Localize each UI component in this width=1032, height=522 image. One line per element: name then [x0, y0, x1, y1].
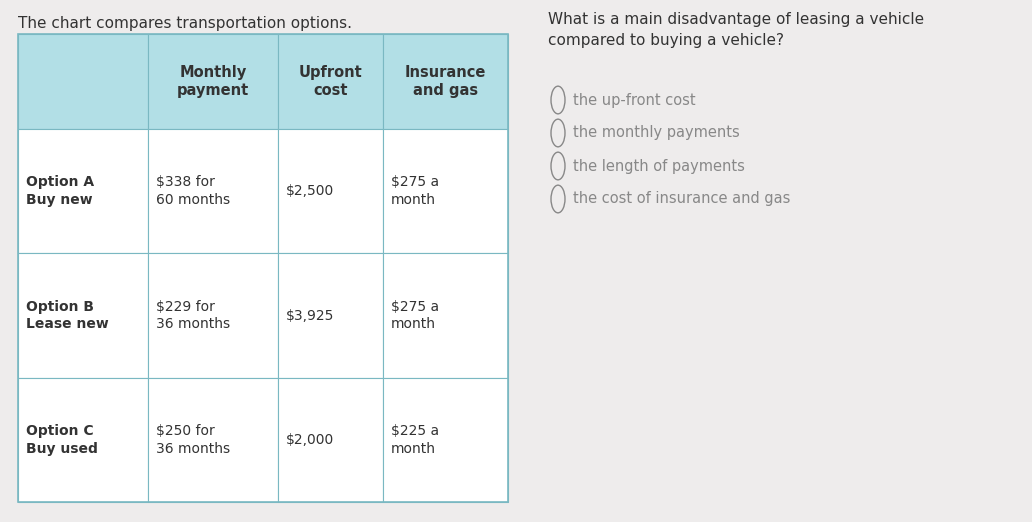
Bar — [18, 253, 148, 377]
Bar — [18, 377, 148, 502]
Bar — [148, 34, 278, 129]
Text: $229 for
36 months: $229 for 36 months — [156, 300, 230, 331]
Text: Insurance
and gas: Insurance and gas — [405, 65, 486, 98]
Text: Monthly
payment: Monthly payment — [176, 65, 249, 98]
Text: the cost of insurance and gas: the cost of insurance and gas — [573, 192, 791, 207]
Bar — [383, 377, 508, 502]
Text: $275 a
month: $275 a month — [391, 175, 440, 207]
Text: Option B
Lease new: Option B Lease new — [26, 300, 108, 331]
Bar — [18, 129, 148, 253]
Text: Upfront
cost: Upfront cost — [298, 65, 362, 98]
Bar — [148, 129, 278, 253]
Text: The chart compares transportation options.: The chart compares transportation option… — [18, 16, 352, 31]
Text: $225 a
month: $225 a month — [391, 424, 440, 456]
Bar — [383, 34, 508, 129]
Text: What is a main disadvantage of leasing a vehicle
compared to buying a vehicle?: What is a main disadvantage of leasing a… — [548, 12, 924, 48]
Bar — [148, 253, 278, 377]
Bar — [278, 253, 383, 377]
Text: the length of payments: the length of payments — [573, 159, 745, 173]
Text: Option C
Buy used: Option C Buy used — [26, 424, 98, 456]
Bar — [278, 34, 383, 129]
Text: $2,500: $2,500 — [286, 184, 334, 198]
Bar — [18, 34, 148, 129]
Text: $2,000: $2,000 — [286, 433, 334, 447]
Text: $250 for
36 months: $250 for 36 months — [156, 424, 230, 456]
Text: $338 for
60 months: $338 for 60 months — [156, 175, 230, 207]
Text: $275 a
month: $275 a month — [391, 300, 440, 331]
Bar — [278, 129, 383, 253]
Bar — [18, 34, 508, 502]
Text: Option A
Buy new: Option A Buy new — [26, 175, 94, 207]
Text: the up-front cost: the up-front cost — [573, 92, 696, 108]
Bar — [278, 377, 383, 502]
Bar — [383, 253, 508, 377]
Bar — [383, 129, 508, 253]
Bar — [148, 377, 278, 502]
Text: $3,925: $3,925 — [286, 309, 334, 323]
Text: the monthly payments: the monthly payments — [573, 125, 740, 140]
